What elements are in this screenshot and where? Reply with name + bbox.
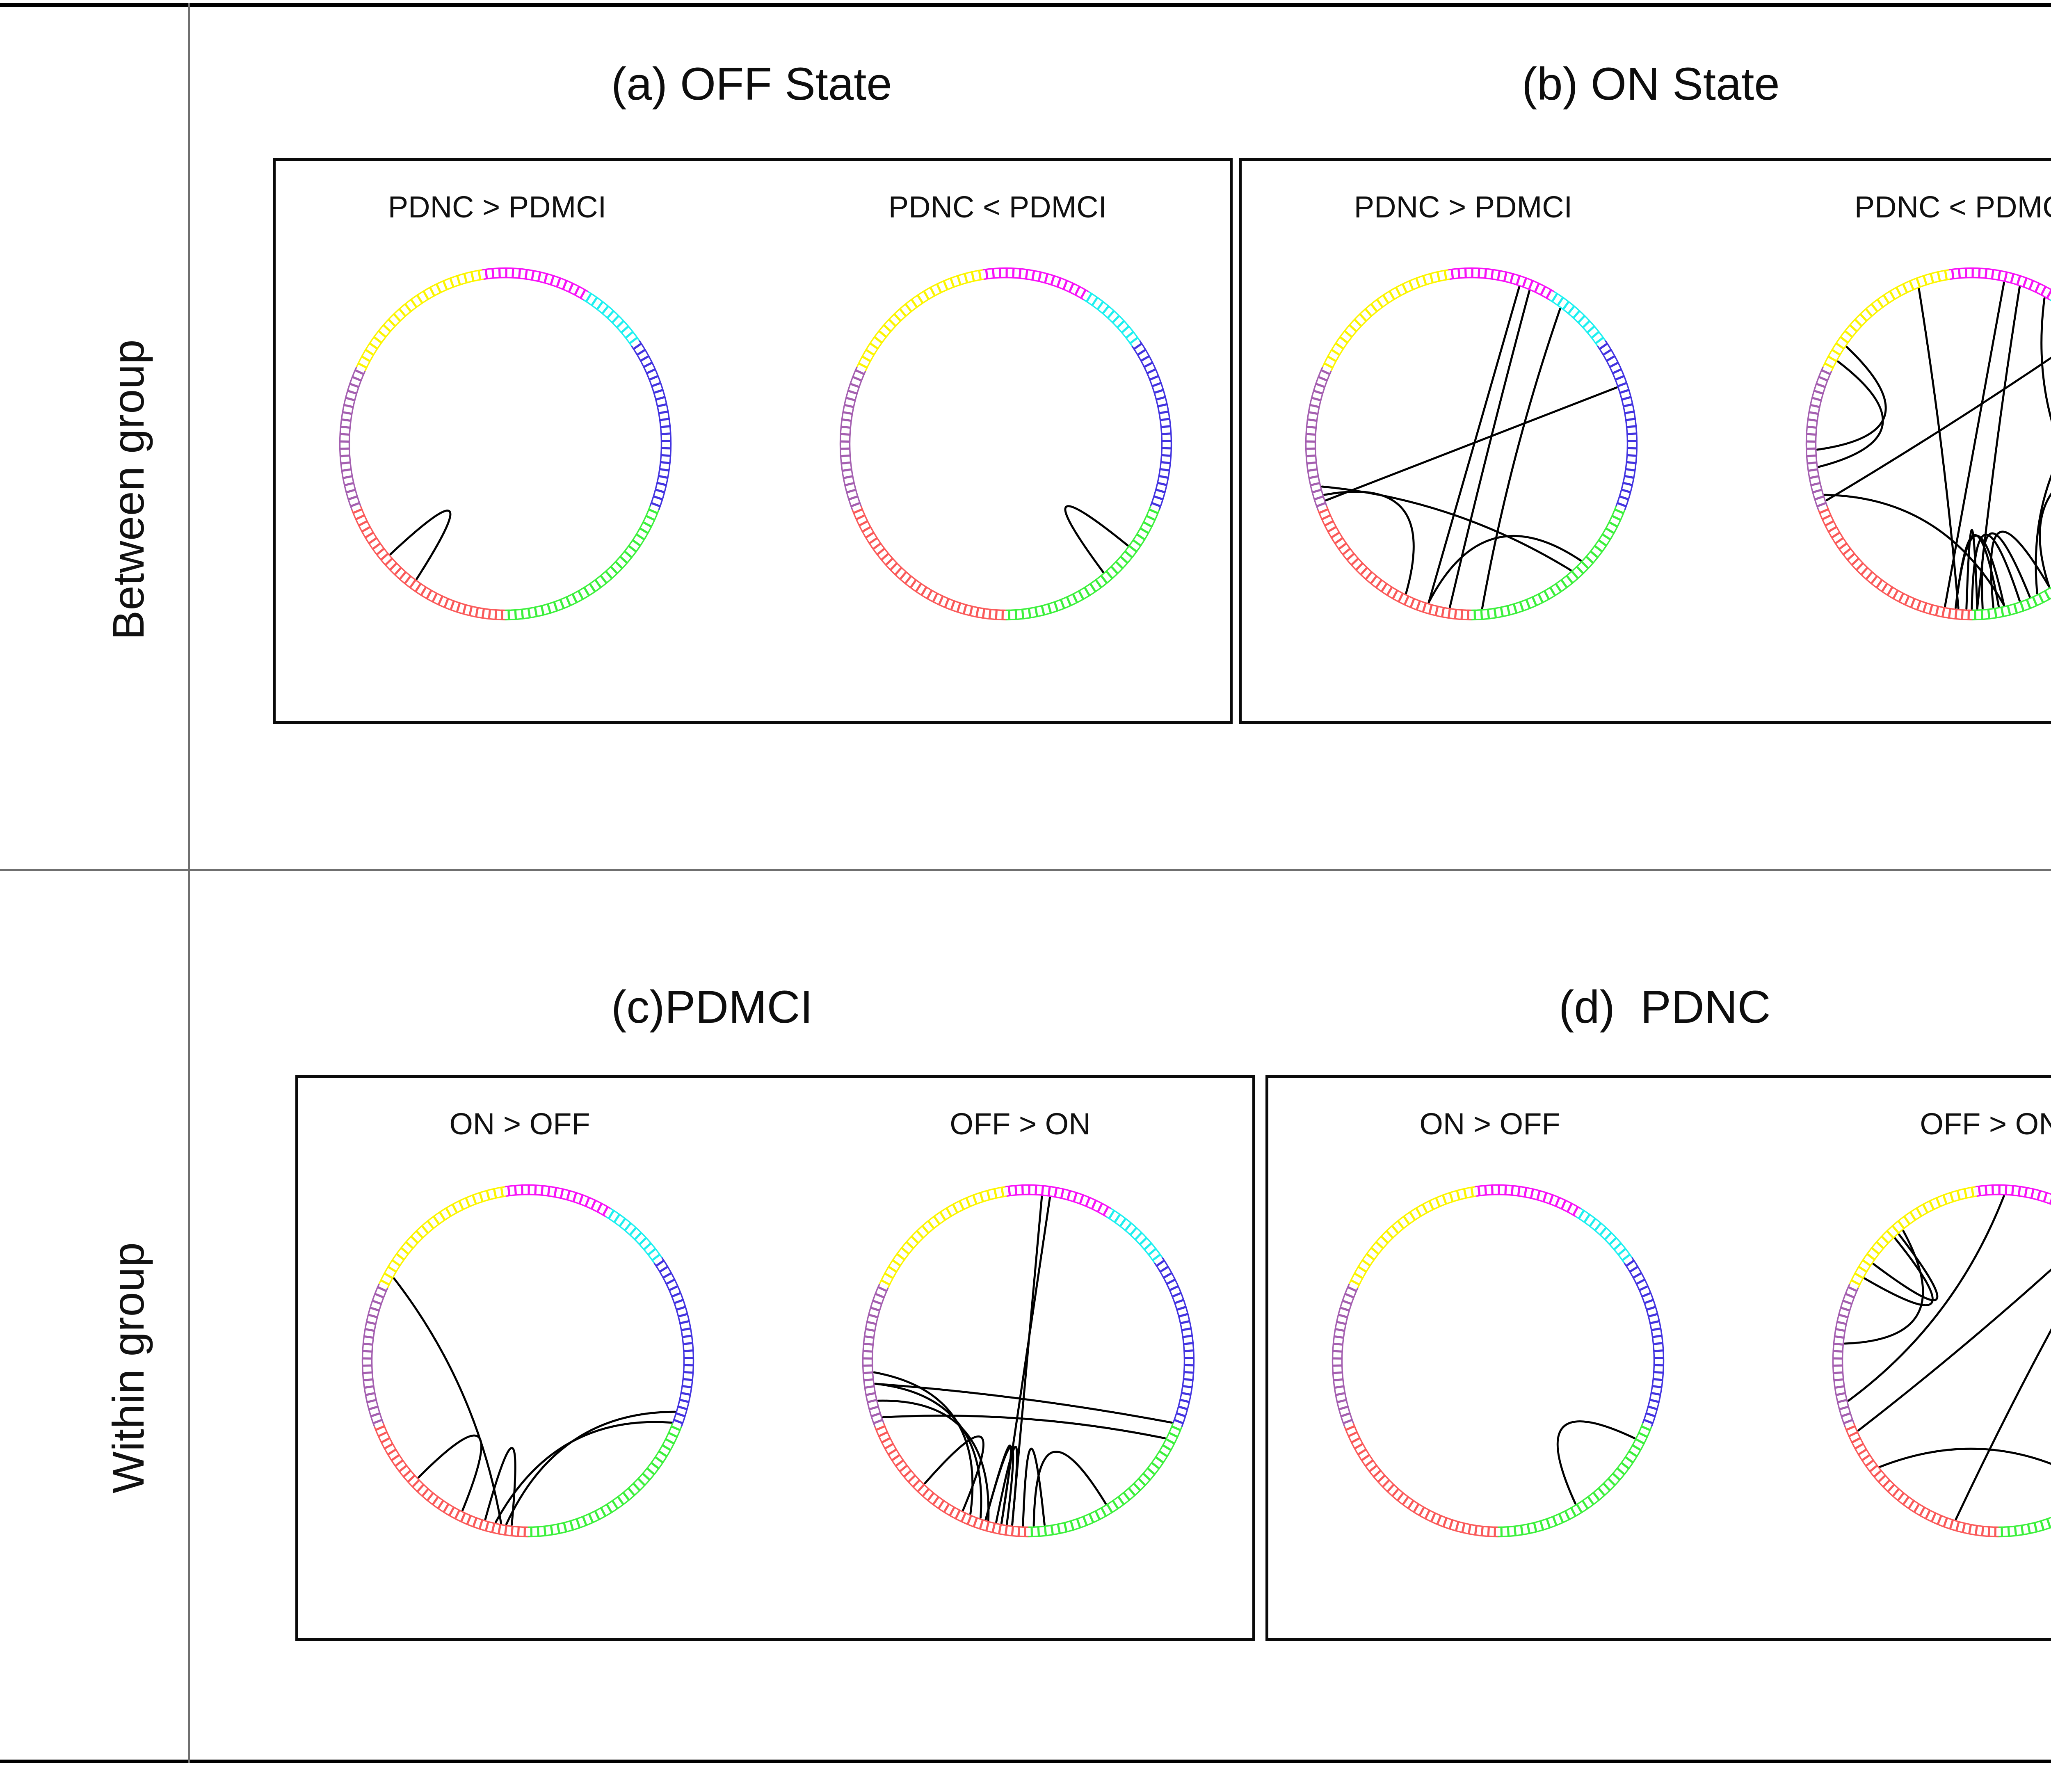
sub-label-d-left: ON > OFF: [1419, 1107, 1560, 1141]
sub-label-b-right: PDNC < PDMCI: [1854, 190, 2051, 224]
circos-plot-a-right[interactable]: [813, 247, 1199, 641]
circos-ring: [339, 267, 672, 621]
circos-plot-c-left[interactable]: [335, 1164, 721, 1558]
sub-label-a-left: PDNC > PDMCI: [388, 190, 607, 224]
circos-edges: [1843, 1195, 2051, 1520]
circos-plot-a-left[interactable]: [313, 247, 698, 641]
sub-label-c-left: ON > OFF: [449, 1107, 590, 1141]
circos-plot-b-left[interactable]: [1279, 247, 1664, 641]
sub-label-b-left: PDNC > PDMCI: [1354, 190, 1573, 224]
panel-title-d: (d) PDNC: [1559, 981, 1770, 1033]
circos-edges: [389, 510, 452, 580]
circos-ring: [1332, 1184, 1665, 1538]
circos-plot-c-right[interactable]: [836, 1164, 1221, 1558]
panel-name-c: PDMCI: [665, 981, 813, 1033]
circos-ring: [1305, 267, 1638, 621]
sub-label-d-right: OFF > ON: [1920, 1107, 2051, 1141]
panel-name-a: OFF State: [680, 58, 892, 110]
circos-plot-d-left[interactable]: [1305, 1164, 1691, 1558]
circos-ring: [1832, 1184, 2051, 1538]
circos-plot-d-right[interactable]: [1806, 1164, 2051, 1558]
panel-title-c: (c)PDMCI: [611, 981, 813, 1033]
circos-edges: [393, 1277, 676, 1526]
panel-box-c: ON > OFF OFF > ON: [295, 1075, 1255, 1641]
circos-plot-b-right[interactable]: [1779, 247, 2051, 641]
panel-tag-b: (b): [1522, 58, 1578, 110]
sub-label-c-right: OFF > ON: [950, 1107, 1091, 1141]
row-label-within-group: Within group: [103, 1242, 153, 1493]
circos-edges: [1321, 286, 1618, 610]
panel-name-d: PDNC: [1640, 981, 1771, 1033]
circos-ring: [839, 267, 1172, 621]
circos-edges: [1064, 505, 1129, 573]
panel-title-b: (b) ON State: [1522, 57, 1780, 110]
panel-tag-c: (c): [611, 981, 665, 1033]
panel-box-b: PDNC > PDMCI PDNC < PDMCI: [1239, 158, 2051, 724]
row-divider: [0, 869, 2051, 871]
panel-box-a: PDNC > PDMCI PDNC < PDMCI: [273, 158, 1233, 724]
circos-ring: [862, 1184, 1195, 1538]
circos-ring: [361, 1184, 694, 1538]
panel-tag-a: (a): [611, 58, 667, 110]
panel-tag-d: (d): [1559, 981, 1615, 1033]
circos-edges: [1556, 1420, 1636, 1505]
panel-name-b: ON State: [1591, 58, 1780, 110]
panel-box-d: ON > OFF OFF > ON: [1265, 1075, 2051, 1641]
column-divider: [188, 3, 190, 1763]
circos-ring: [1805, 267, 2051, 621]
sub-label-a-right: PDNC < PDMCI: [888, 190, 1107, 224]
figure-outer-frame: [0, 3, 2051, 1763]
row-label-between-group: Between group: [103, 339, 153, 640]
panel-title-a: (a) OFF State: [611, 57, 892, 110]
circos-edges: [1816, 281, 2051, 610]
circos-edges: [873, 1195, 1173, 1527]
